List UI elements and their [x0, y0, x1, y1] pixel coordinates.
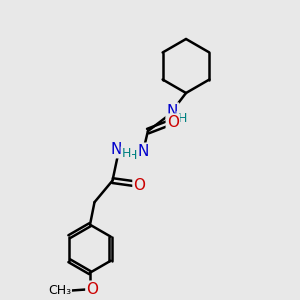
Text: O: O	[86, 282, 98, 297]
Text: O: O	[134, 178, 146, 194]
Text: O: O	[167, 115, 179, 130]
Text: N: N	[167, 103, 178, 118]
Text: H: H	[128, 148, 137, 162]
Text: H: H	[122, 147, 131, 160]
Text: N: N	[138, 144, 149, 159]
Text: H: H	[177, 112, 187, 125]
Text: N: N	[111, 142, 122, 157]
Text: CH₃: CH₃	[48, 284, 71, 297]
